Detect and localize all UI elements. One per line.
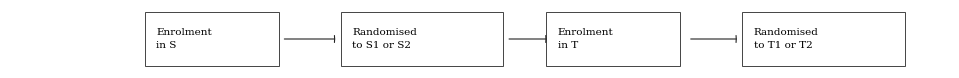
Text: Enrolment: Enrolment <box>558 28 614 37</box>
Text: Randomised: Randomised <box>352 28 417 37</box>
FancyBboxPatch shape <box>547 12 680 66</box>
FancyBboxPatch shape <box>340 12 503 66</box>
FancyBboxPatch shape <box>742 12 905 66</box>
Text: Enrolment: Enrolment <box>156 28 212 37</box>
FancyBboxPatch shape <box>145 12 279 66</box>
Text: Randomised: Randomised <box>754 28 819 37</box>
Text: in S: in S <box>156 41 176 50</box>
Text: to T1 or T2: to T1 or T2 <box>754 41 812 50</box>
Text: to S1 or S2: to S1 or S2 <box>352 41 411 50</box>
Text: in T: in T <box>558 41 578 50</box>
